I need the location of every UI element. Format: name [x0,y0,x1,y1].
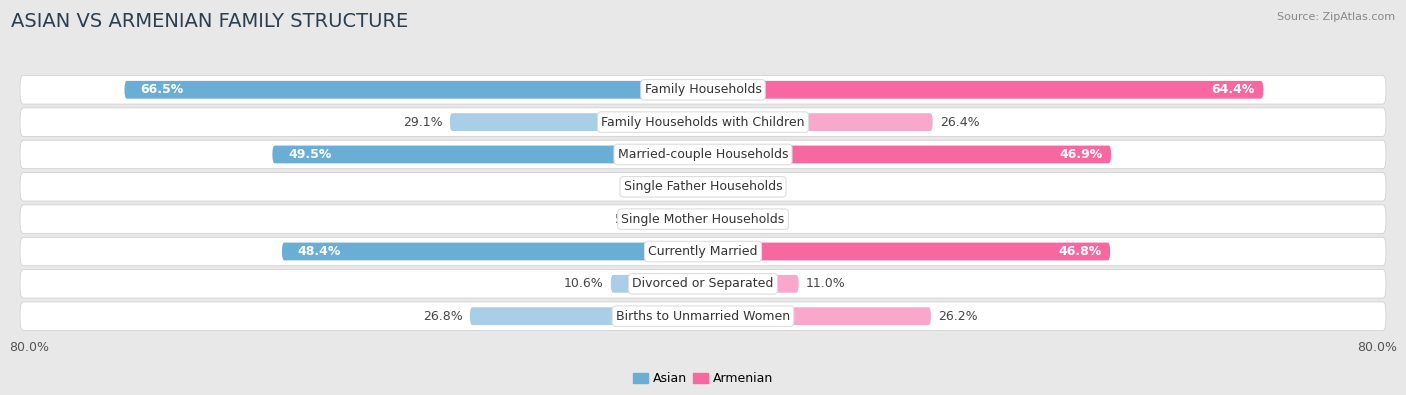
FancyBboxPatch shape [470,307,703,325]
Text: 80.0%: 80.0% [1357,341,1398,354]
FancyBboxPatch shape [654,210,703,228]
FancyBboxPatch shape [20,205,1386,233]
FancyBboxPatch shape [20,108,1386,136]
Text: Divorced or Separated: Divorced or Separated [633,277,773,290]
FancyBboxPatch shape [703,243,1111,260]
FancyBboxPatch shape [610,275,703,293]
Text: 29.1%: 29.1% [404,116,443,129]
FancyBboxPatch shape [703,146,1111,164]
Text: 66.5%: 66.5% [141,83,183,96]
Text: 11.0%: 11.0% [806,277,845,290]
Text: 26.2%: 26.2% [938,310,977,323]
Text: 46.8%: 46.8% [1059,245,1101,258]
FancyBboxPatch shape [20,140,1386,169]
Text: Currently Married: Currently Married [648,245,758,258]
FancyBboxPatch shape [703,210,748,228]
FancyBboxPatch shape [450,113,703,131]
Text: 5.6%: 5.6% [616,213,647,226]
FancyBboxPatch shape [685,178,703,196]
Text: Family Households: Family Households [644,83,762,96]
Text: ASIAN VS ARMENIAN FAMILY STRUCTURE: ASIAN VS ARMENIAN FAMILY STRUCTURE [11,12,409,31]
FancyBboxPatch shape [703,81,1263,99]
Text: 80.0%: 80.0% [8,341,49,354]
FancyBboxPatch shape [20,302,1386,330]
FancyBboxPatch shape [125,81,703,99]
FancyBboxPatch shape [703,113,932,131]
Text: Single Father Households: Single Father Households [624,180,782,193]
Text: 26.4%: 26.4% [939,116,979,129]
Text: 5.2%: 5.2% [755,213,787,226]
Text: 10.6%: 10.6% [564,277,603,290]
Legend: Asian, Armenian: Asian, Armenian [627,367,779,390]
FancyBboxPatch shape [703,178,721,196]
FancyBboxPatch shape [20,237,1386,266]
Text: 2.1%: 2.1% [645,180,678,193]
FancyBboxPatch shape [20,173,1386,201]
FancyBboxPatch shape [703,275,799,293]
FancyBboxPatch shape [20,270,1386,298]
Text: Married-couple Households: Married-couple Households [617,148,789,161]
Text: Births to Unmarried Women: Births to Unmarried Women [616,310,790,323]
Text: 49.5%: 49.5% [288,148,332,161]
FancyBboxPatch shape [283,243,703,260]
Text: 46.9%: 46.9% [1059,148,1102,161]
FancyBboxPatch shape [703,307,931,325]
Text: 26.8%: 26.8% [423,310,463,323]
FancyBboxPatch shape [273,146,703,164]
Text: Source: ZipAtlas.com: Source: ZipAtlas.com [1277,12,1395,22]
Text: 64.4%: 64.4% [1211,83,1254,96]
Text: Family Households with Children: Family Households with Children [602,116,804,129]
Text: 2.1%: 2.1% [728,180,761,193]
Text: 48.4%: 48.4% [298,245,342,258]
Text: Single Mother Households: Single Mother Households [621,213,785,226]
FancyBboxPatch shape [20,75,1386,104]
